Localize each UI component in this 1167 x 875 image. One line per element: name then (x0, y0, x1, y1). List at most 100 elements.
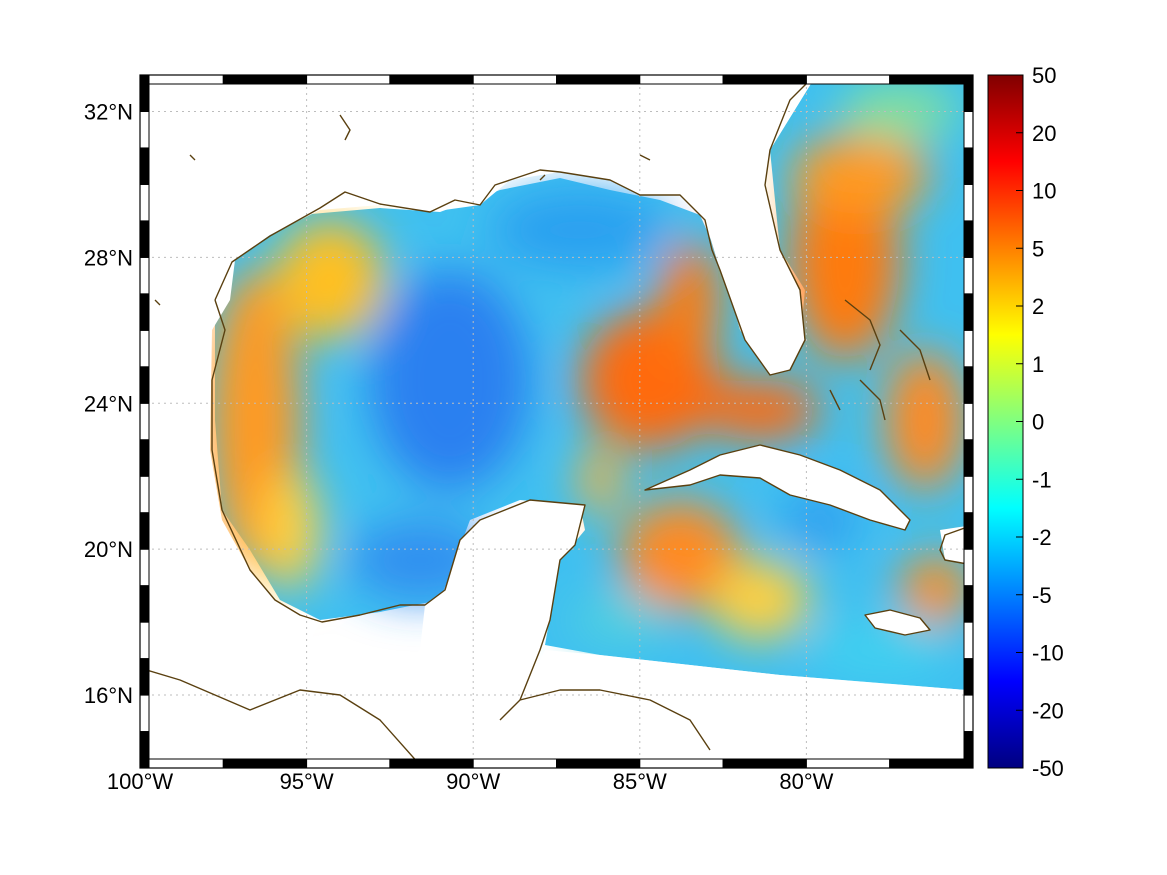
frame-segment-left (139, 402, 150, 441)
colorbar-tick-label: 20 (1032, 121, 1056, 146)
colorbar-tick-label: 50 (1032, 63, 1056, 88)
lon-tick-label: 80°W (779, 769, 833, 794)
graticule (140, 75, 973, 768)
colorbar-tick-label: -50 (1032, 756, 1064, 781)
coast-us-gulf (214, 75, 816, 376)
frame-segment-left (139, 220, 150, 258)
lon-tick-label: 95°W (280, 769, 334, 794)
frame-segment-left (139, 183, 150, 222)
frame-segment-top (139, 74, 224, 85)
land-us-gulf (140, 75, 812, 375)
colorbar-tick-label: -20 (1032, 698, 1064, 723)
frame-segment-right (963, 402, 974, 441)
land-yucatan (330, 500, 585, 768)
frame-segment-bottom (639, 758, 724, 769)
data-field (140, 75, 973, 768)
frame-segment-bottom (472, 758, 558, 769)
frame-segment-right (963, 585, 974, 623)
frame-segment-left (139, 366, 150, 404)
frame-segment-left (139, 731, 150, 769)
frame-segment-top (805, 74, 891, 85)
lat-tick-label: 28°N (84, 245, 133, 270)
coast-pacific (140, 667, 421, 766)
frame-segment-right (963, 366, 974, 404)
colorbar-tick-label: -10 (1032, 641, 1064, 666)
coast-hispaniola (939, 524, 973, 566)
colorbar-tick-label: 10 (1032, 179, 1056, 204)
frame-segment-right (963, 548, 974, 587)
frame-segment-left (139, 475, 150, 514)
colorbar-tick-label: 5 (1032, 236, 1044, 261)
frame-segment-left (139, 585, 150, 623)
map-frame (139, 74, 974, 769)
colorbar-tick-label: 2 (1032, 294, 1044, 319)
frame-segment-bottom (722, 758, 807, 769)
frame-segment-left (139, 293, 150, 331)
coast-mexico (211, 299, 586, 721)
frame-segment-right (963, 293, 974, 331)
frame-segment-bottom (889, 758, 974, 769)
frame-segment-top (722, 74, 807, 85)
lat-tick-label: 24°N (84, 391, 133, 416)
frame-segment-left (139, 147, 150, 185)
lat-tick-label: 20°N (84, 537, 133, 562)
frame-segment-right (963, 475, 974, 514)
frame-segment-bottom (389, 758, 474, 769)
frame-segment-right (963, 439, 974, 477)
frame-segment-left (139, 548, 150, 587)
frame-segment-top (306, 74, 391, 85)
frame-segment-left (139, 621, 150, 660)
colorbar-tick-label: -1 (1032, 467, 1052, 492)
frame-segment-bottom (139, 758, 224, 769)
frame-segment-top (639, 74, 724, 85)
land-mexico (140, 75, 330, 768)
frame-segment-right (963, 183, 974, 222)
lon-tick-label: 100°W (107, 769, 174, 794)
land-central-america (470, 650, 973, 768)
frame-segment-top (556, 74, 641, 85)
frame-segment-right (963, 110, 974, 149)
frame-segment-left (139, 329, 150, 368)
frame-segment-right (963, 512, 974, 550)
frame-segment-left (139, 256, 150, 295)
coast-honduras (519, 689, 711, 751)
coast-jamaica (864, 609, 931, 636)
coastlines (140, 75, 973, 766)
frame-segment-right (963, 220, 974, 258)
frame-segment-right (963, 329, 974, 368)
lon-tick-labels: 100°W 95°W 90°W 85°W 80°W (107, 769, 834, 794)
frame-segment-top (389, 74, 474, 85)
frame-segment-left (139, 74, 150, 112)
frame-segment-right (963, 256, 974, 295)
frame-segment-top (889, 74, 974, 85)
frame-segment-right (963, 621, 974, 660)
frame-segment-left (139, 110, 150, 149)
frame-segment-left (139, 512, 150, 550)
coast-bahamas (829, 299, 931, 421)
lon-tick-label: 85°W (613, 769, 667, 794)
lon-tick-label: 90°W (446, 769, 500, 794)
frame-segment-bottom (306, 758, 391, 769)
lat-tick-labels: 16°N 20°N 24°N 28°N 32°N (84, 99, 133, 708)
frame-segment-left (139, 658, 150, 696)
colorbar-tick-label: -2 (1032, 525, 1052, 550)
frame-segment-left (139, 439, 150, 477)
frame-segment-right (963, 658, 974, 696)
frame-segment-right (963, 147, 974, 185)
colorbar-tick-label: -5 (1032, 583, 1052, 608)
frame-border (139, 74, 974, 769)
coast-islands (154, 114, 651, 306)
lat-tick-label: 16°N (84, 683, 133, 708)
frame-segment-top (472, 74, 558, 85)
frame-segment-right (963, 731, 974, 769)
lat-tick-label: 32°N (84, 99, 133, 124)
frame-segment-left (139, 694, 150, 733)
frame-segment-bottom (556, 758, 641, 769)
colorbar-tick-label: 0 (1032, 410, 1044, 435)
frame-segment-right (963, 694, 974, 733)
coast-cuba (644, 444, 911, 531)
colorbar-tick-label: 1 (1032, 352, 1044, 377)
